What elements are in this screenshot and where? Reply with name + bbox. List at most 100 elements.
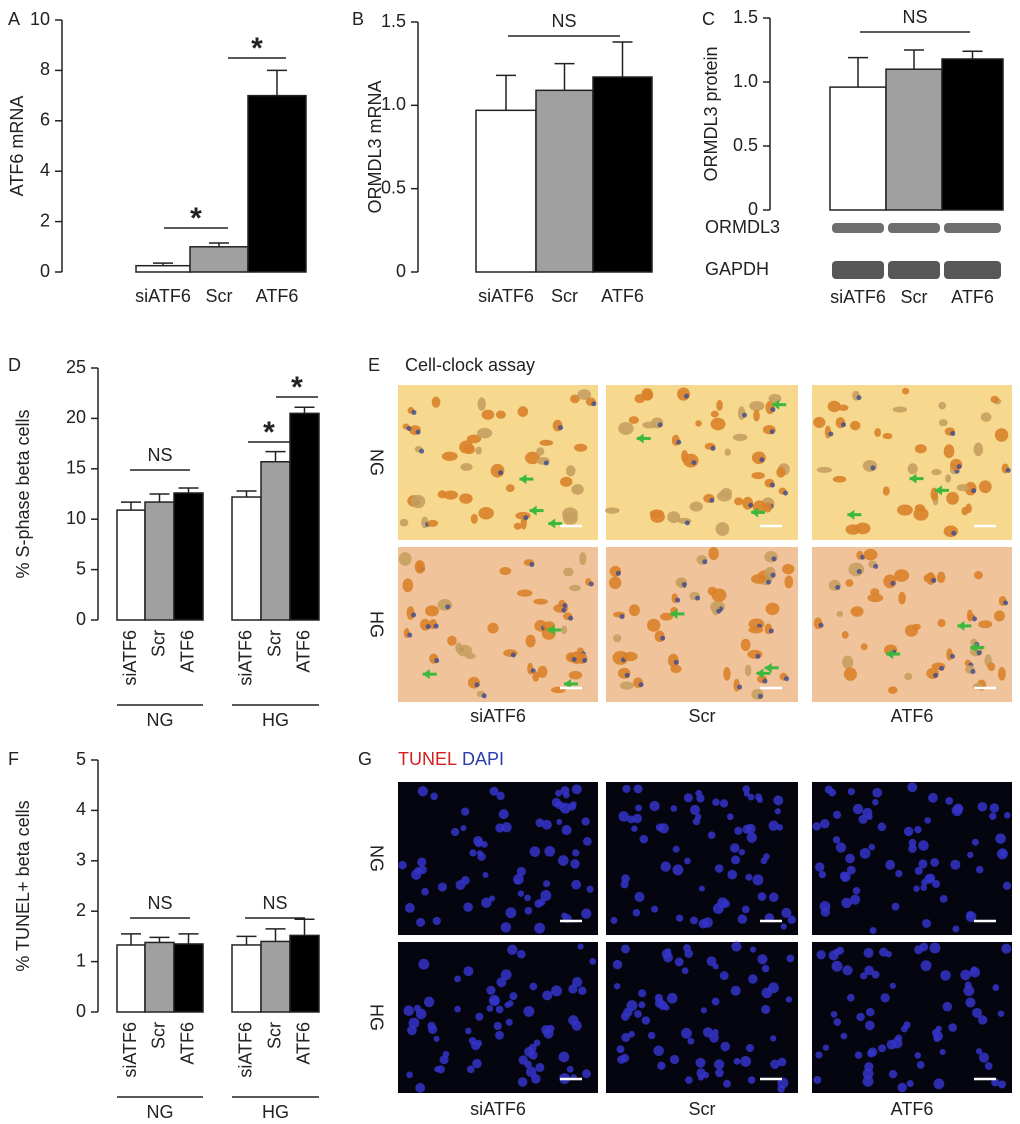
cell — [681, 450, 689, 463]
nucleus — [757, 693, 763, 699]
cell — [882, 433, 893, 440]
cell — [628, 604, 640, 617]
nucleus — [860, 972, 868, 980]
nucleus — [481, 693, 487, 699]
arrow-head — [751, 507, 759, 518]
nucleus — [698, 885, 705, 892]
cell — [562, 507, 578, 521]
nucleus — [540, 890, 552, 901]
arrow-head — [519, 474, 527, 485]
cell — [619, 681, 634, 690]
nucleus — [619, 614, 625, 620]
nucleus — [746, 832, 758, 843]
cell — [577, 389, 592, 401]
cell — [431, 396, 441, 408]
nucleus — [406, 1071, 413, 1079]
nucleus — [877, 822, 887, 832]
cell — [848, 562, 865, 577]
nucleus — [918, 859, 928, 869]
cell — [867, 593, 884, 603]
nucleus — [960, 969, 971, 981]
nucleus — [621, 944, 630, 954]
group-label: HG — [262, 710, 289, 730]
nucleus — [660, 861, 671, 872]
cell — [892, 406, 908, 413]
bar — [231, 496, 262, 621]
arrow-head — [547, 624, 555, 635]
cell — [931, 469, 942, 476]
nucleus — [454, 1005, 461, 1013]
nucleus — [950, 431, 956, 437]
nucleus — [730, 843, 740, 853]
x-tick-label: ATF6 — [177, 630, 197, 673]
nucleus — [989, 803, 1000, 813]
nucleus — [681, 967, 689, 975]
cell — [874, 427, 882, 437]
cell — [965, 503, 972, 514]
nucleus — [542, 990, 553, 1001]
cell — [715, 522, 730, 536]
cell — [978, 480, 992, 494]
cell — [765, 602, 780, 616]
nucleus — [496, 791, 505, 801]
error-bar — [209, 242, 229, 247]
nucleus — [951, 805, 963, 817]
nucleus — [846, 993, 855, 1002]
cell — [447, 635, 457, 646]
nucleus — [482, 871, 489, 879]
cell — [994, 610, 1005, 622]
nucleus — [695, 595, 701, 601]
nucleus — [561, 607, 567, 613]
micrograph — [812, 547, 1012, 702]
nucleus — [914, 1052, 922, 1059]
cell — [490, 463, 505, 478]
nucleus — [727, 869, 738, 880]
cell — [402, 578, 414, 593]
nucleus — [588, 581, 594, 587]
nucleus — [541, 819, 552, 830]
y-tick-label: 0 — [76, 609, 86, 629]
blot-label: GAPDH — [705, 259, 769, 279]
nucleus — [702, 1027, 713, 1038]
nucleus — [641, 1016, 651, 1025]
nucleus — [723, 1079, 731, 1088]
nucleus — [761, 1004, 771, 1014]
y-tick-label: 1.0 — [381, 94, 406, 114]
nucleus — [929, 942, 941, 954]
x-tick-label: Scr — [206, 286, 233, 306]
nucleus — [406, 426, 412, 432]
nucleus — [474, 682, 480, 688]
bar — [173, 943, 204, 1013]
micrograph — [606, 941, 798, 1093]
nucleus — [749, 946, 757, 953]
nucleus — [945, 796, 954, 805]
cell — [883, 574, 897, 589]
nucleus — [415, 1008, 427, 1020]
nucleus — [690, 916, 698, 925]
cell — [843, 667, 857, 681]
nucleus — [698, 918, 709, 929]
cell — [613, 634, 622, 643]
nucleus — [768, 892, 779, 903]
cell — [838, 404, 849, 411]
cell — [911, 623, 921, 631]
nucleus — [551, 985, 563, 997]
cell — [634, 394, 646, 404]
nucleus — [897, 1082, 907, 1093]
nucleus — [765, 579, 771, 585]
arrow-head — [772, 399, 780, 410]
nucleus — [888, 1069, 898, 1079]
cell — [677, 387, 690, 401]
cell — [901, 387, 910, 395]
cell — [437, 599, 453, 611]
nucleus — [419, 448, 425, 454]
nucleus — [450, 827, 460, 837]
nucleus — [1005, 467, 1011, 473]
nucleus — [571, 879, 582, 890]
significance-label: NS — [147, 893, 172, 913]
nucleus — [890, 580, 896, 586]
nucleus — [691, 460, 697, 466]
nucleus — [852, 886, 861, 895]
nucleus — [950, 859, 961, 870]
x-tick-label: siATF6 — [235, 1022, 255, 1078]
